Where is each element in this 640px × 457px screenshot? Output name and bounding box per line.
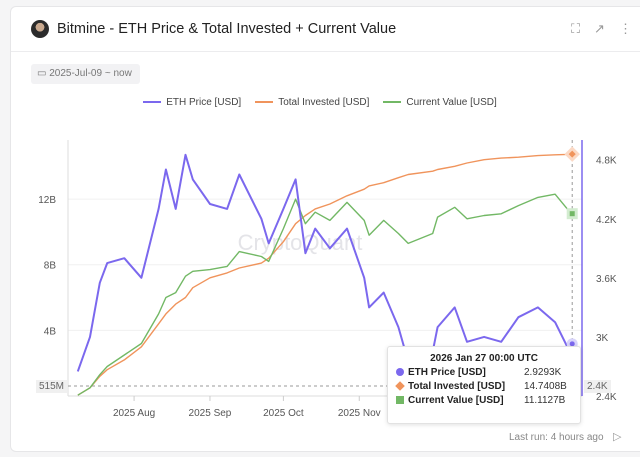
date-range-label: 2025-Jul-09 ~ now (49, 68, 132, 79)
tooltip-row-invested: Total Invested [USD] 14.7408B (395, 380, 580, 392)
calendar-icon: ▭ (37, 68, 47, 79)
more-vert-icon[interactable]: ⋮ (619, 21, 632, 36)
tooltip-label: ETH Price [USD] (408, 366, 486, 378)
circle-marker-icon (396, 368, 404, 376)
card-header: Bitmine - ETH Price & Total Invested + C… (11, 7, 640, 52)
x-tick-label: 2025 Sep (189, 408, 232, 419)
legend-label: Current Value [USD] (406, 97, 497, 108)
legend-item-invested[interactable]: Total Invested [USD] (255, 97, 369, 108)
legend-label: Total Invested [USD] (278, 97, 370, 108)
crosshair-right-label: 2.4K (584, 380, 611, 393)
invested-point-marker (564, 146, 580, 162)
y-right-tick-label: 4.2K (596, 215, 617, 226)
chart-legend: ETH Price [USD] Total Invested [USD] Cur… (0, 97, 640, 108)
legend-item-current[interactable]: Current Value [USD] (383, 97, 497, 108)
run-play-icon[interactable]: ▷ (613, 431, 622, 443)
external-link-icon[interactable]: ↗ (594, 21, 605, 36)
legend-label: ETH Price [USD] (166, 97, 242, 108)
tooltip-row-current: Current Value [USD] 11.1127B (396, 394, 580, 406)
avatar (31, 20, 49, 38)
tooltip-value: 11.1127B (524, 394, 566, 406)
date-range-picker[interactable]: ▭ 2025-Jul-09 ~ now (31, 64, 140, 84)
tooltip-label: Current Value [USD] (408, 394, 504, 406)
tooltip-value: 14.7408B (524, 380, 567, 392)
chart-title: Bitmine - ETH Price & Total Invested + C… (57, 21, 397, 37)
tooltip-value: 2.9293K (524, 366, 562, 378)
x-tick-label: 2025 Aug (113, 408, 155, 419)
y-right-tick-label: 3K (596, 333, 609, 344)
legend-item-eth[interactable]: ETH Price [USD] (143, 97, 241, 108)
tooltip-row-eth: ETH Price [USD] 2.9293K (396, 366, 580, 378)
tooltip-label: Total Invested [USD] (408, 380, 506, 392)
last-run-text: Last run: 4 hours ago (509, 432, 604, 443)
y-left-tick-label: 8B (44, 261, 57, 272)
x-tick-label: 2025 Oct (263, 408, 304, 419)
y-right-tick-label: 3.6K (596, 274, 617, 285)
crosshair-left-label: 515M (36, 380, 68, 393)
tooltip: 2026 Jan 27 00:00 UTC ETH Price [USD] 2.9… (387, 346, 581, 424)
diamond-marker-icon (395, 381, 405, 391)
x-tick-label: 2025 Nov (338, 408, 381, 419)
chart-card: Bitmine - ETH Price & Total Invested + C… (10, 6, 640, 452)
y-left-tick-label: 4B (44, 326, 57, 337)
tooltip-title: 2026 Jan 27 00:00 UTC (430, 353, 538, 364)
series-line-invested (77, 153, 573, 396)
fullscreen-icon[interactable]: ⛶ (571, 21, 581, 36)
y-left-tick-label: 12B (38, 195, 56, 206)
y-right-tick-label: 2.4K (596, 392, 617, 403)
square-marker-icon (396, 396, 404, 404)
series-line-eth (76, 153, 573, 372)
series-line-current (77, 193, 573, 396)
current-point-marker (566, 208, 578, 220)
y-right-tick-label: 4.8K (596, 156, 617, 167)
